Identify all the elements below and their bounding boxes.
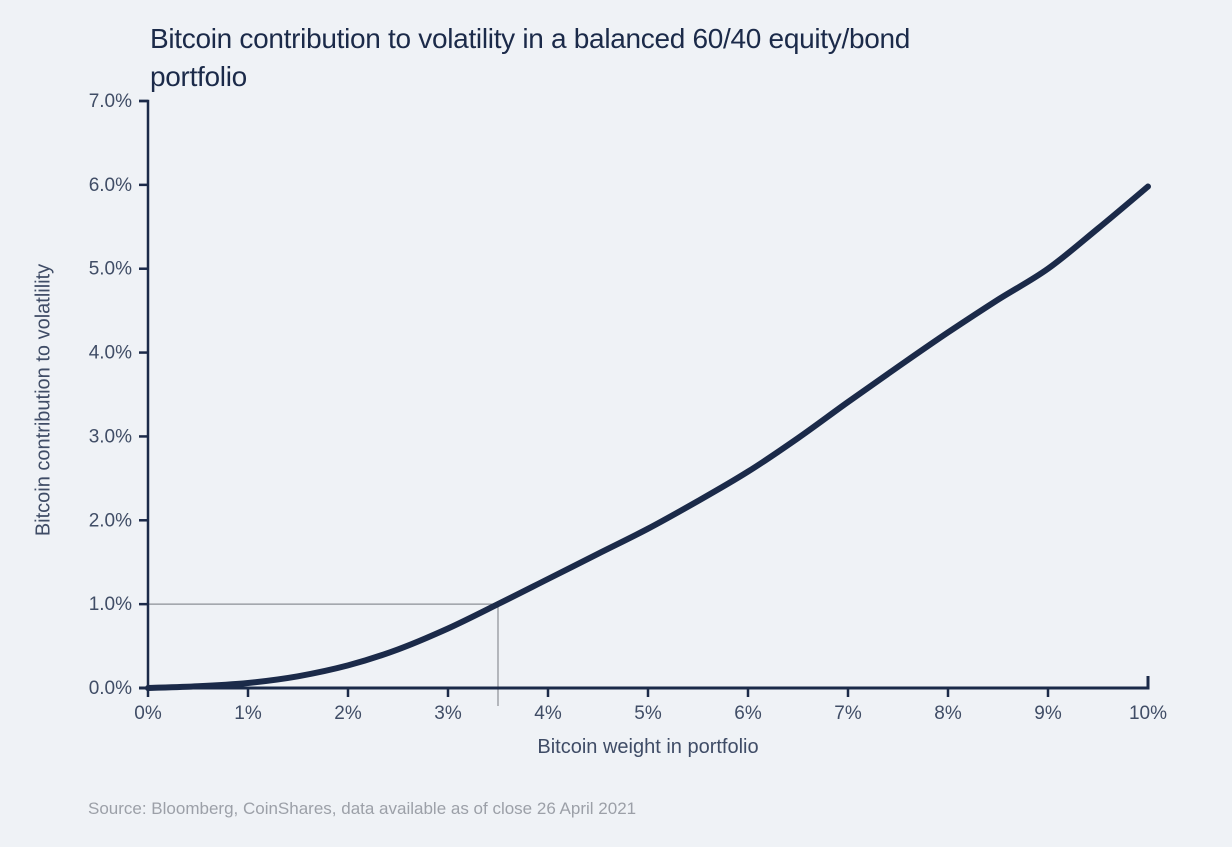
y-axis [139, 99, 150, 697]
y-tick-label: 0.0% [89, 678, 132, 699]
y-tick-label: 2.0% [89, 510, 132, 531]
x-axis [139, 676, 1150, 690]
x-tick-label: 2% [334, 703, 362, 724]
y-tick-label: 5.0% [89, 259, 132, 280]
x-tick-label: 4% [534, 703, 562, 724]
x-tick-label: 3% [434, 703, 462, 724]
chart-title-line-2: portfolio [150, 60, 247, 92]
reference-crosshair [148, 603, 499, 706]
x-tick-label: 1% [234, 703, 262, 724]
chart-title-line-1: Bitcoin contribution to volatility in a … [150, 23, 911, 54]
x-tick-label: 0% [134, 703, 162, 724]
source-note: Source: Bloomberg, CoinShares, data avai… [88, 799, 637, 818]
y-tick-label: 6.0% [89, 175, 132, 196]
y-axis-title: Bitcoin contribution to volatlility [32, 263, 55, 537]
y-tick-label: 3.0% [89, 426, 132, 447]
x-tick-label: 6% [734, 703, 762, 724]
x-axis-title: Bitcoin weight in portfolio [537, 736, 759, 758]
y-tick-label: 1.0% [89, 594, 132, 615]
y-tick-label: 4.0% [89, 343, 132, 364]
x-tick-label: 7% [834, 703, 862, 724]
chart-title: Bitcoin contribution to volatility in a … [150, 20, 910, 96]
y-tick-label: 7.0% [89, 91, 132, 112]
x-tick-label: 9% [1034, 703, 1062, 724]
x-tick-label: 10% [1129, 703, 1167, 724]
x-tick-label: 5% [634, 703, 662, 724]
x-tick-label: 8% [934, 703, 962, 724]
bitcoin-volatility-curve [145, 183, 1151, 691]
